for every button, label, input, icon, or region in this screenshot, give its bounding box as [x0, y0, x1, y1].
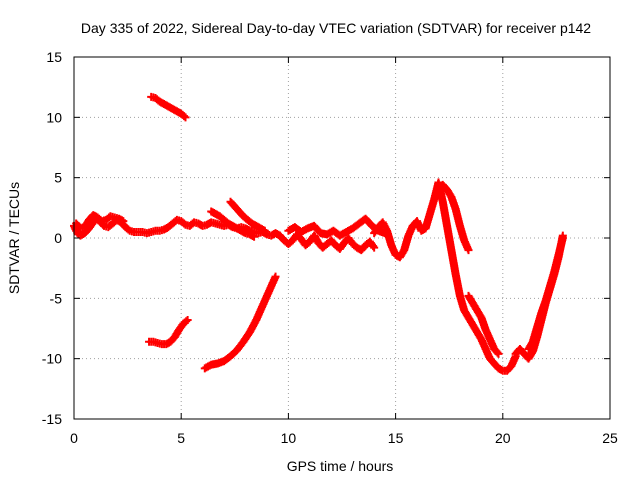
series-storm-branch-b	[438, 180, 473, 255]
y-axis-label: SDTVAR / TECUs	[6, 182, 22, 294]
data-layer	[70, 92, 567, 375]
data-point	[494, 349, 503, 358]
series-low-arc-9	[145, 316, 192, 349]
data-point	[181, 113, 190, 122]
series-baseline-mid	[275, 230, 379, 255]
series-rising-arc-10	[200, 272, 280, 373]
data-point	[464, 246, 473, 255]
x-tick-label: 10	[281, 430, 297, 446]
data-point	[180, 112, 189, 121]
data-point	[119, 217, 128, 226]
x-tick-label: 15	[388, 430, 404, 446]
data-point	[493, 348, 502, 357]
data-point	[182, 317, 191, 326]
series-storm-branch-a	[434, 178, 520, 375]
y-tick-label: 0	[54, 230, 62, 246]
data-point	[370, 243, 379, 252]
y-tick-label: 10	[46, 109, 62, 125]
data-point	[183, 316, 192, 325]
series-short-arc-12	[147, 92, 190, 122]
y-tick-label: 15	[46, 49, 62, 65]
y-tick-label: -5	[50, 290, 63, 306]
series-storm-branch-c	[464, 291, 503, 358]
x-tick-label: 20	[495, 430, 511, 446]
series-recovery-rise-b	[524, 234, 567, 354]
tick-layer: 0 5 10 15 20 25 -15 -10 -5 0 5 10 15	[42, 49, 618, 446]
y-tick-label: 5	[54, 170, 62, 186]
y-tick-label: -15	[42, 411, 62, 427]
series-descending-arc-7h	[226, 197, 269, 235]
series-baseline-early-upper	[72, 211, 128, 233]
x-tick-label: 0	[70, 430, 78, 446]
series-pre-storm-oscillation	[370, 178, 443, 262]
data-point	[260, 226, 269, 235]
data-point	[250, 232, 259, 241]
chart-title: Day 335 of 2022, Sidereal Day-to-day VTE…	[81, 20, 591, 36]
data-point	[558, 234, 567, 242]
series-descending-arc-6h	[207, 207, 259, 241]
x-tick-label: 25	[602, 430, 618, 446]
data-point	[271, 272, 280, 281]
data-point	[369, 242, 378, 251]
x-axis-label: GPS time / hours	[287, 458, 394, 474]
x-tick-label: 5	[177, 430, 185, 446]
y-tick-label: -10	[42, 351, 62, 367]
